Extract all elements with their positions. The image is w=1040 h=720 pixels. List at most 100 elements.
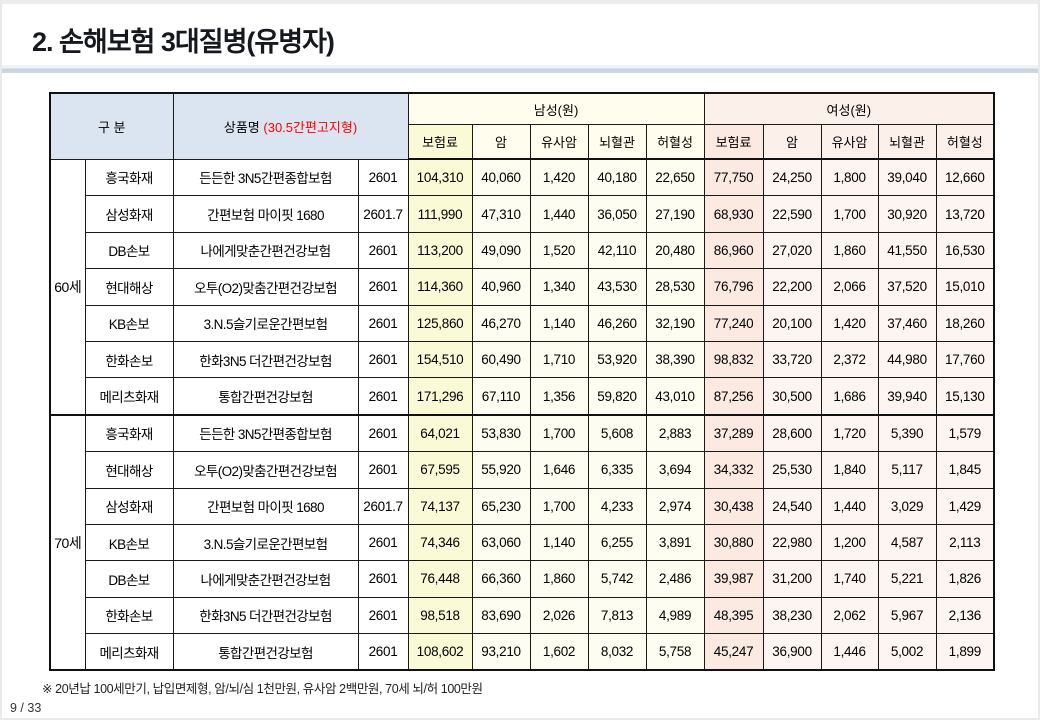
female-cerebrovascular-cell: 37,460 [877, 304, 937, 342]
table-row: 메리츠화재 통합간편건강보험 2601 171,296 67,110 1,356 59,82… [50, 377, 995, 416]
company-name: 현대해상 [84, 451, 174, 489]
title-divider [2, 65, 1038, 73]
male-premium-cell: 76,448 [407, 560, 473, 598]
male-ischemic-cell: 20,480 [645, 231, 705, 270]
male-premium-cell: 108,602 [407, 633, 473, 671]
product-name: 오투(O2)맞춤간편건강보험 [172, 268, 359, 306]
female-cerebrovascular-cell: 5,221 [877, 560, 937, 598]
company-name: 한화손보 [84, 340, 174, 379]
table-row: 현대해상 오투(O2)맞춤간편건강보험 2601 67,595 55,920 1,646 6… [50, 451, 995, 489]
male-premium-cell: 104,310 [407, 158, 473, 197]
header-row-groups: 구 분 상품명 (30.5간편고지형) 남성(원) 여성(원) [49, 92, 995, 160]
female-ischemic-cell: 12,660 [935, 158, 995, 197]
header-category: 구 분 [49, 92, 174, 160]
female-premium-cell: 77,240 [703, 304, 764, 342]
company-name: 메리츠화재 [84, 633, 174, 671]
table-row: 현대해상 오투(O2)맞춤간편건강보험 2601 114,360 40,960 1,340… [50, 268, 995, 306]
male-ischemic-cell: 38,390 [645, 340, 705, 379]
male-premium-cell: 74,346 [407, 523, 473, 562]
product-code: 2601 [357, 413, 409, 453]
female-cancer-cell: 36,900 [762, 633, 822, 671]
male-cancer-cell: 40,060 [471, 158, 531, 197]
product-code: 2601 [357, 377, 409, 416]
page-title: 2. 손해보험 3대질병(유병자) [32, 27, 335, 57]
product-code: 2601 [357, 158, 409, 197]
product-code: 2601 [357, 231, 409, 270]
male-quasi-cancer-cell: 1,140 [529, 523, 589, 562]
table-row: KB손보 3.N.5슬기로운간편보험 2601 125,860 46,270 1,140 4… [50, 304, 995, 342]
company-name: 메리츠화재 [84, 377, 174, 416]
male-cancer-cell: 49,090 [471, 231, 531, 270]
male-cerebrovascular-cell: 42,110 [587, 231, 647, 270]
female-ischemic-cell: 1,845 [935, 451, 995, 489]
female-ischemic-cell: 2,136 [935, 596, 995, 635]
male-cerebrovascular-cell: 59,820 [587, 377, 647, 416]
product-code: 2601 [357, 596, 409, 635]
male-cancer-cell: 46,270 [471, 304, 531, 342]
male-cancer-cell: 55,920 [471, 451, 531, 489]
subheader-male-cancer: 암 [471, 124, 531, 160]
table-row: KB손보 3.N.5슬기로운간편보험 2601 74,346 63,060 1,140 6,… [50, 523, 995, 562]
female-quasi-cancer-cell: 2,066 [820, 268, 879, 306]
female-cerebrovascular-cell: 5,117 [877, 451, 937, 489]
company-name: 흥국화재 [84, 413, 174, 453]
male-premium-cell: 74,137 [407, 487, 473, 525]
female-cerebrovascular-cell: 44,980 [877, 340, 937, 379]
male-cerebrovascular-cell: 6,255 [587, 523, 647, 562]
subheader-male-premium: 보험료 [407, 124, 473, 160]
female-premium-cell: 98,832 [703, 340, 764, 379]
table-row: 한화손보 한화3N5 더간편건강보험 2601 98,518 83,690 2,026 7,… [50, 596, 995, 635]
product-name: 간편보험 마이핏 1680 [172, 487, 359, 525]
product-name: 나에게맞춘간편건강보험 [172, 560, 359, 598]
product-name: 3.N.5슬기로운간편보험 [172, 304, 359, 342]
product-code: 2601 [357, 304, 409, 342]
product-name: 한화3N5 더간편건강보험 [172, 596, 359, 635]
male-quasi-cancer-cell: 1,602 [529, 633, 589, 671]
male-cerebrovascular-cell: 36,050 [587, 195, 647, 233]
male-ischemic-cell: 28,530 [645, 268, 705, 306]
male-cerebrovascular-cell: 46,260 [587, 304, 647, 342]
female-cancer-cell: 24,250 [762, 158, 822, 197]
male-cancer-cell: 65,230 [471, 487, 531, 525]
female-quasi-cancer-cell: 1,800 [820, 158, 879, 197]
product-code: 2601 [357, 523, 409, 562]
female-cancer-cell: 28,600 [762, 413, 822, 453]
subheader-male-ischemic: 허혈성 [645, 124, 705, 160]
product-name: 통합간편건강보험 [172, 633, 359, 671]
male-cancer-cell: 83,690 [471, 596, 531, 635]
female-ischemic-cell: 13,720 [935, 195, 995, 233]
insurance-premium-table: 구 분 상품명 (30.5간편고지형) 남성(원) 여성(원) 보험료 암 유사암 뇌… [49, 92, 996, 672]
male-premium-cell: 171,296 [407, 377, 473, 416]
female-cancer-cell: 25,530 [762, 451, 822, 489]
male-ischemic-cell: 2,486 [645, 560, 705, 598]
female-cerebrovascular-cell: 37,520 [877, 268, 937, 306]
table-row: 삼성화재 간편보험 마이핏 1680 2601.7 74,137 65,230 1,700… [50, 487, 995, 525]
age-group-label: 60세 [49, 158, 86, 416]
female-cerebrovascular-cell: 41,550 [877, 231, 937, 270]
female-premium-cell: 48,395 [703, 596, 764, 635]
subheader-female-cancer: 암 [762, 124, 822, 160]
male-cancer-cell: 63,060 [471, 523, 531, 562]
female-quasi-cancer-cell: 1,700 [820, 195, 879, 233]
male-ischemic-cell: 27,190 [645, 195, 705, 233]
subheader-female-cerebrovascular: 뇌혈관 [877, 124, 937, 160]
male-quasi-cancer-cell: 1,340 [529, 268, 589, 306]
female-cancer-cell: 20,100 [762, 304, 822, 342]
male-premium-cell: 125,860 [407, 304, 473, 342]
male-quasi-cancer-cell: 1,700 [529, 487, 589, 525]
male-ischemic-cell: 32,190 [645, 304, 705, 342]
page-number: 9 / 33 [10, 701, 42, 715]
female-premium-cell: 37,289 [703, 413, 764, 453]
company-name: DB손보 [84, 231, 174, 270]
male-premium-cell: 98,518 [407, 596, 473, 635]
female-cancer-cell: 22,980 [762, 523, 822, 562]
female-cerebrovascular-cell: 39,040 [877, 158, 937, 197]
company-name: 현대해상 [84, 268, 174, 306]
company-name: 삼성화재 [84, 487, 174, 525]
table-row: DB손보 나에게맞춘간편건강보험 2601 76,448 66,360 1,860 5,74… [50, 560, 995, 598]
male-cerebrovascular-cell: 43,530 [587, 268, 647, 306]
female-ischemic-cell: 17,760 [935, 340, 995, 379]
table-row: DB손보 나에게맞춘간편건강보험 2601 113,200 49,090 1,520 42,… [50, 231, 995, 270]
company-name: DB손보 [84, 560, 174, 598]
female-cancer-cell: 33,720 [762, 340, 822, 379]
